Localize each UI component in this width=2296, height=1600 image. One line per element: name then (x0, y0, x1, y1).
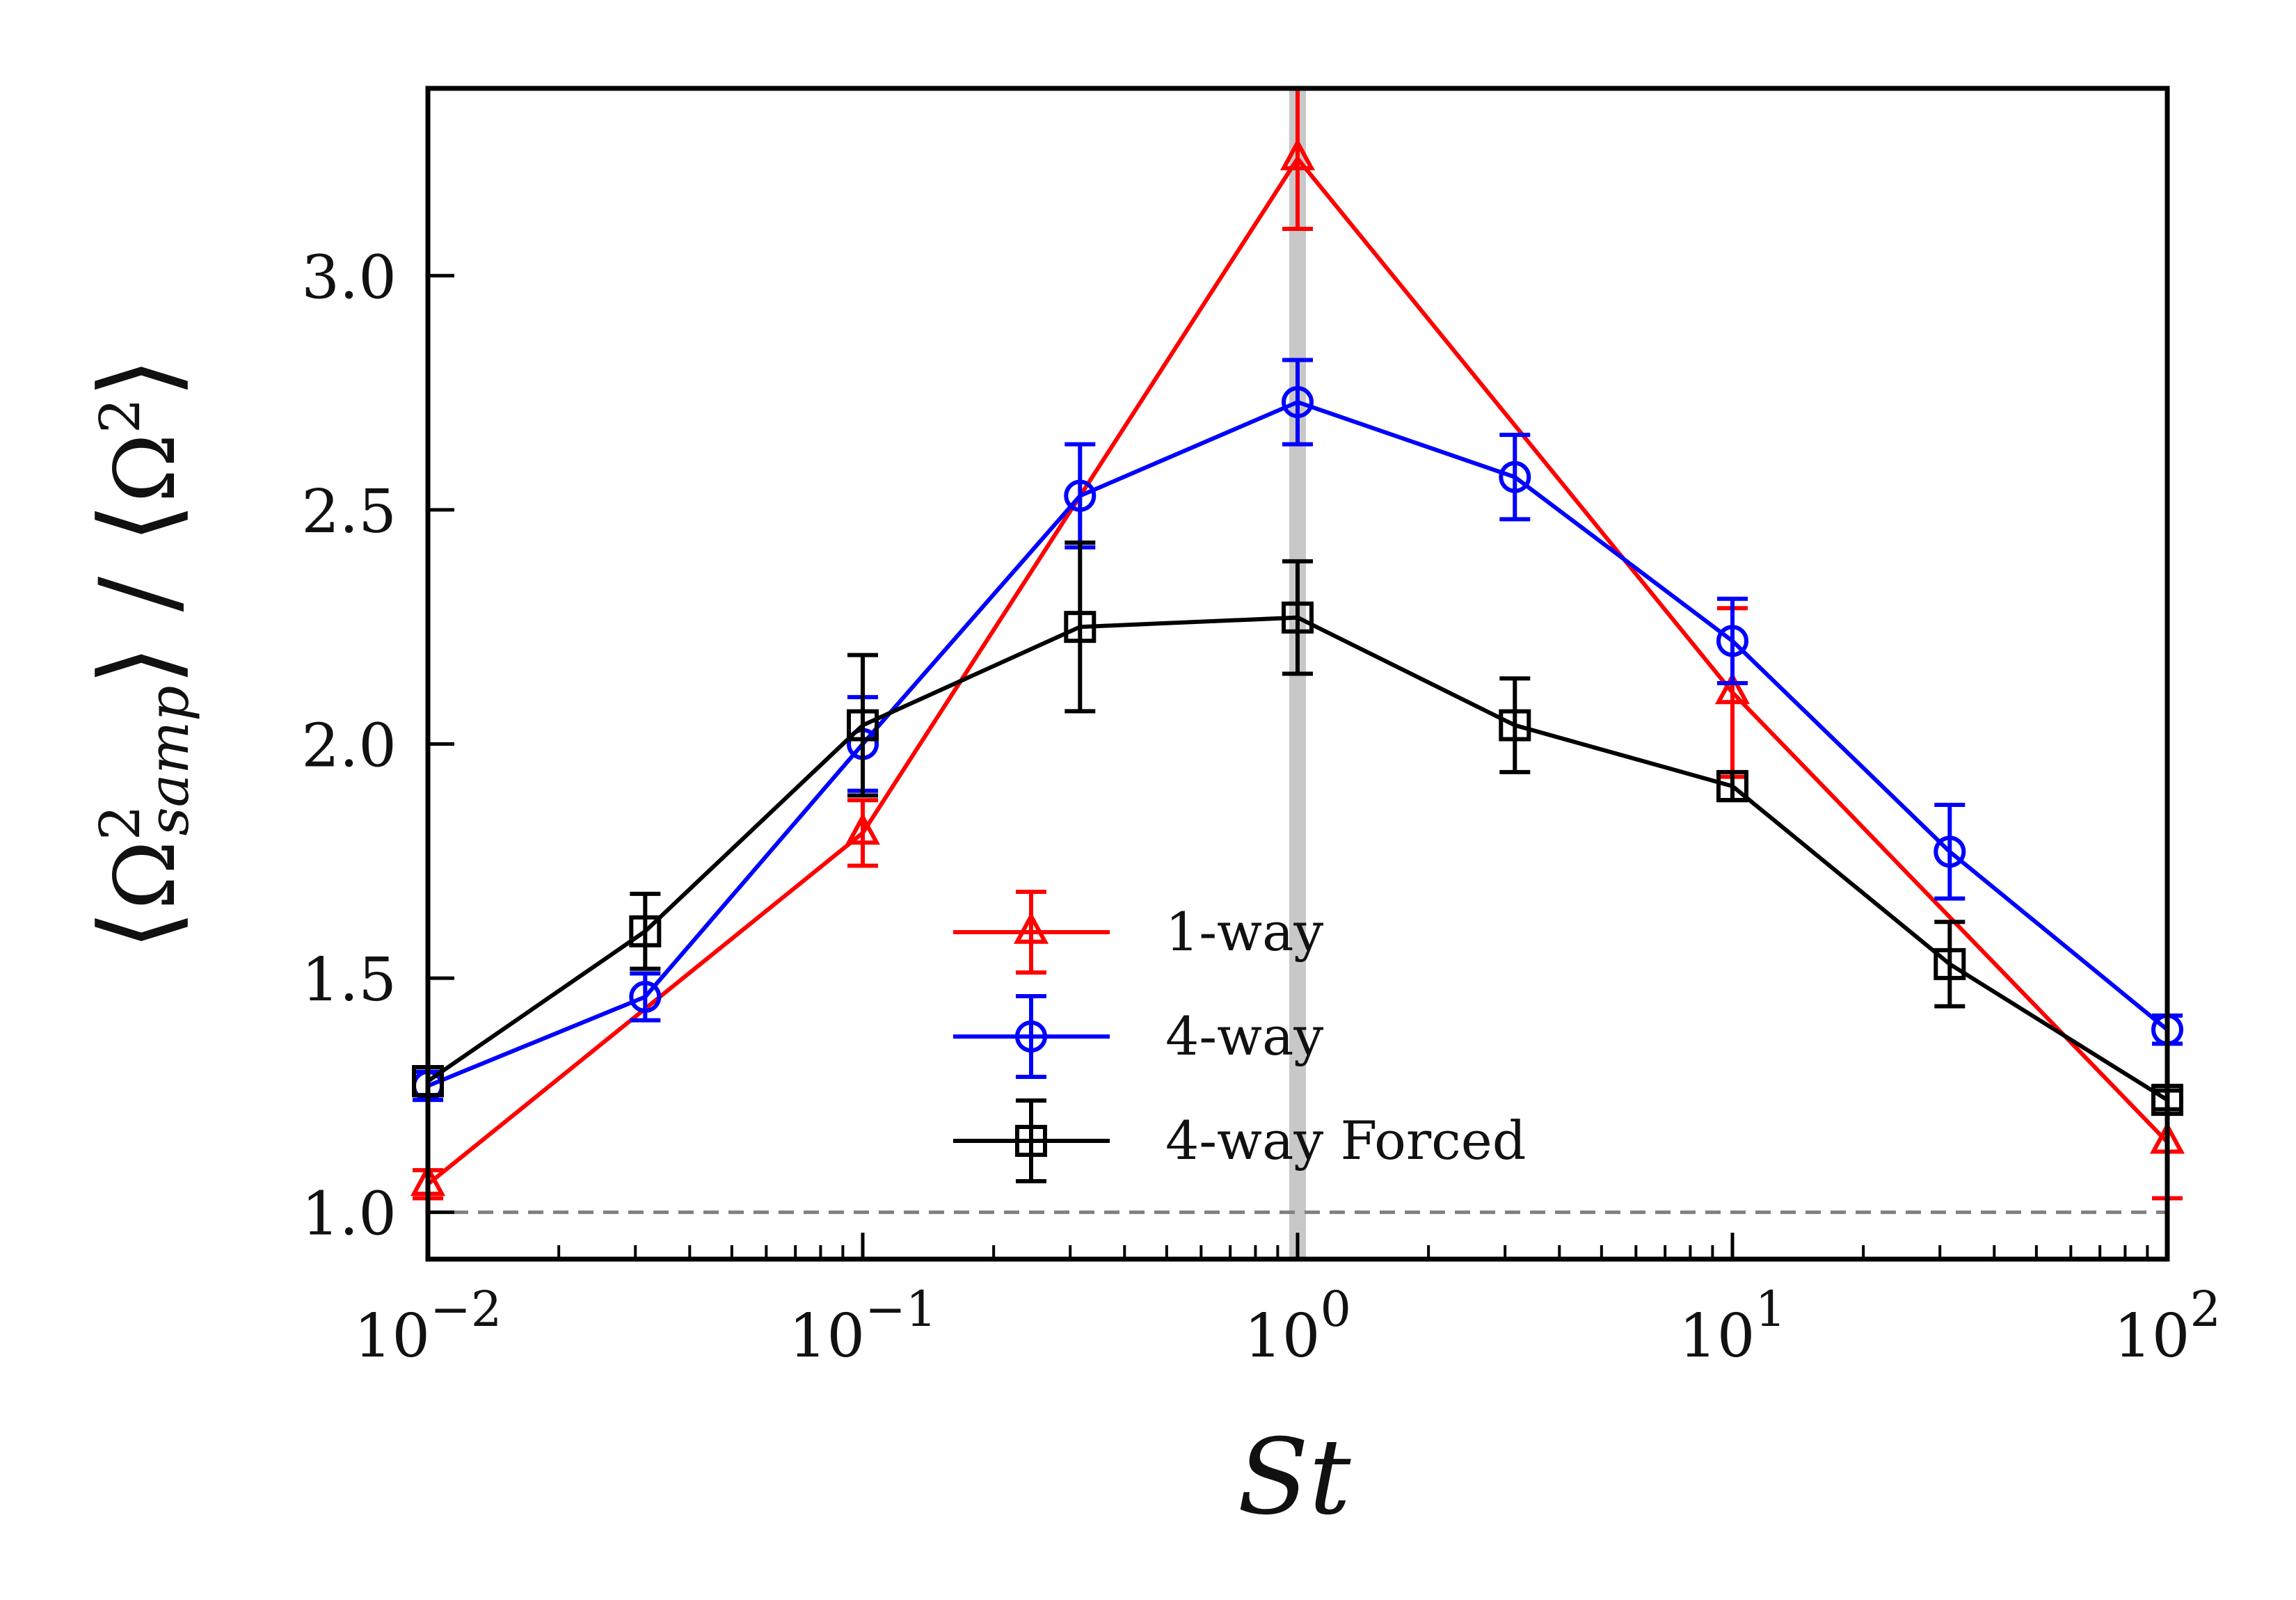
x-tick-label: 100 (1244, 1281, 1351, 1371)
y-tick-label: 2.5 (301, 477, 397, 547)
y-tick-label: 1.5 (301, 945, 397, 1015)
legend-entry: 1-way (953, 890, 1323, 975)
y-tick-label: 3.0 (301, 243, 397, 312)
data-point-marker (629, 915, 662, 947)
y-label-omega: Ω (97, 840, 194, 910)
data-point-marker (847, 709, 879, 742)
x-tick-labels: 10−2 10−1 100 101 102 (354, 1281, 2221, 1371)
data-point-marker (629, 981, 662, 1014)
y-label-sup-2: 2 (88, 398, 152, 433)
x-tick-label: 102 (2114, 1281, 2221, 1371)
x-axis-label: St (1237, 1417, 1351, 1538)
data-point-marker (1716, 770, 1748, 803)
y-tick-label: 2.0 (301, 711, 397, 781)
legend-label: 4-way Forced (1165, 1110, 1526, 1171)
data-point-marker (1282, 386, 1314, 419)
data-point-marker (1279, 138, 1316, 170)
series-4-way-forced (412, 541, 2183, 1117)
data-point-marker (1015, 1021, 1047, 1053)
legend-entry: 4-way (953, 994, 1323, 1079)
data-point-marker (1934, 947, 1966, 980)
data-point-marker (845, 813, 881, 845)
data-point-marker (1282, 601, 1314, 634)
y-label-sup: 2 (88, 805, 152, 840)
y-tick-labels: 1.0 1.5 2.0 2.5 3.0 (301, 243, 397, 1249)
data-point-marker (1015, 1125, 1047, 1157)
ticks-layer (426, 273, 2169, 1259)
legend: 1-way 4-way 4-way Forced (953, 890, 1526, 1183)
x-tick-label: 101 (1679, 1281, 1786, 1371)
legend-label: 1-way (1165, 901, 1323, 963)
data-point-marker (1499, 709, 1531, 742)
legend-label: 4-way (1165, 1005, 1323, 1067)
x-tick-label: 10−1 (789, 1281, 937, 1371)
series-layer (410, 86, 2185, 1201)
y-axis-label: ⟨Ω2samp⟩ / ⟨Ω2⟩ (78, 358, 201, 951)
y-tick-label: 1.0 (301, 1180, 397, 1249)
data-point-marker (1714, 672, 1751, 705)
x-tick-label: 10−2 (354, 1281, 502, 1371)
y-label-omega-2: Ω (97, 433, 194, 503)
data-point-marker (1716, 625, 1748, 657)
y-label-sub: samp (136, 686, 201, 836)
legend-entry: 4-way Forced (953, 1098, 1526, 1183)
data-point-marker (1013, 911, 1049, 944)
data-point-marker (1064, 479, 1097, 512)
data-point-marker (1934, 835, 1966, 868)
data-point-marker (1064, 611, 1097, 643)
data-point-marker (1499, 461, 1531, 493)
